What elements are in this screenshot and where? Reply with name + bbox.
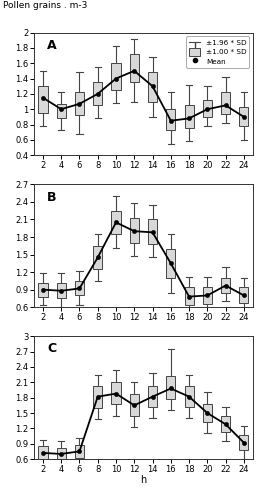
Bar: [75, 281, 84, 295]
Bar: [148, 386, 157, 407]
Bar: [130, 218, 139, 243]
Bar: [184, 106, 194, 128]
Bar: [111, 210, 121, 234]
Text: Pollen grains . m-3: Pollen grains . m-3: [3, 1, 87, 10]
Bar: [239, 286, 248, 303]
Bar: [166, 248, 175, 278]
Bar: [148, 220, 157, 244]
Bar: [203, 404, 212, 422]
Bar: [38, 86, 47, 113]
Bar: [93, 386, 102, 408]
Bar: [239, 434, 248, 450]
Bar: [38, 282, 47, 296]
Bar: [111, 63, 121, 90]
Text: B: B: [47, 190, 57, 203]
Bar: [38, 446, 47, 459]
Bar: [184, 288, 194, 306]
Bar: [184, 386, 194, 407]
Bar: [111, 382, 121, 404]
Bar: [75, 444, 84, 458]
Bar: [203, 288, 212, 304]
Bar: [93, 246, 102, 269]
Text: C: C: [47, 342, 56, 355]
Bar: [203, 100, 212, 117]
Bar: [166, 376, 175, 398]
Bar: [221, 92, 230, 114]
Bar: [57, 104, 66, 118]
Bar: [57, 448, 66, 460]
Legend: ±1.96 * SD, ±1.00 * SD, Mean: ±1.96 * SD, ±1.00 * SD, Mean: [186, 36, 250, 68]
Bar: [148, 72, 157, 102]
Bar: [166, 109, 175, 130]
Bar: [239, 107, 248, 126]
Bar: [75, 92, 84, 116]
Bar: [130, 394, 139, 415]
Bar: [130, 54, 139, 82]
Bar: [57, 282, 66, 298]
Bar: [221, 278, 230, 293]
Bar: [93, 82, 102, 106]
Text: A: A: [47, 38, 57, 52]
X-axis label: h: h: [140, 475, 147, 485]
Bar: [221, 416, 230, 432]
